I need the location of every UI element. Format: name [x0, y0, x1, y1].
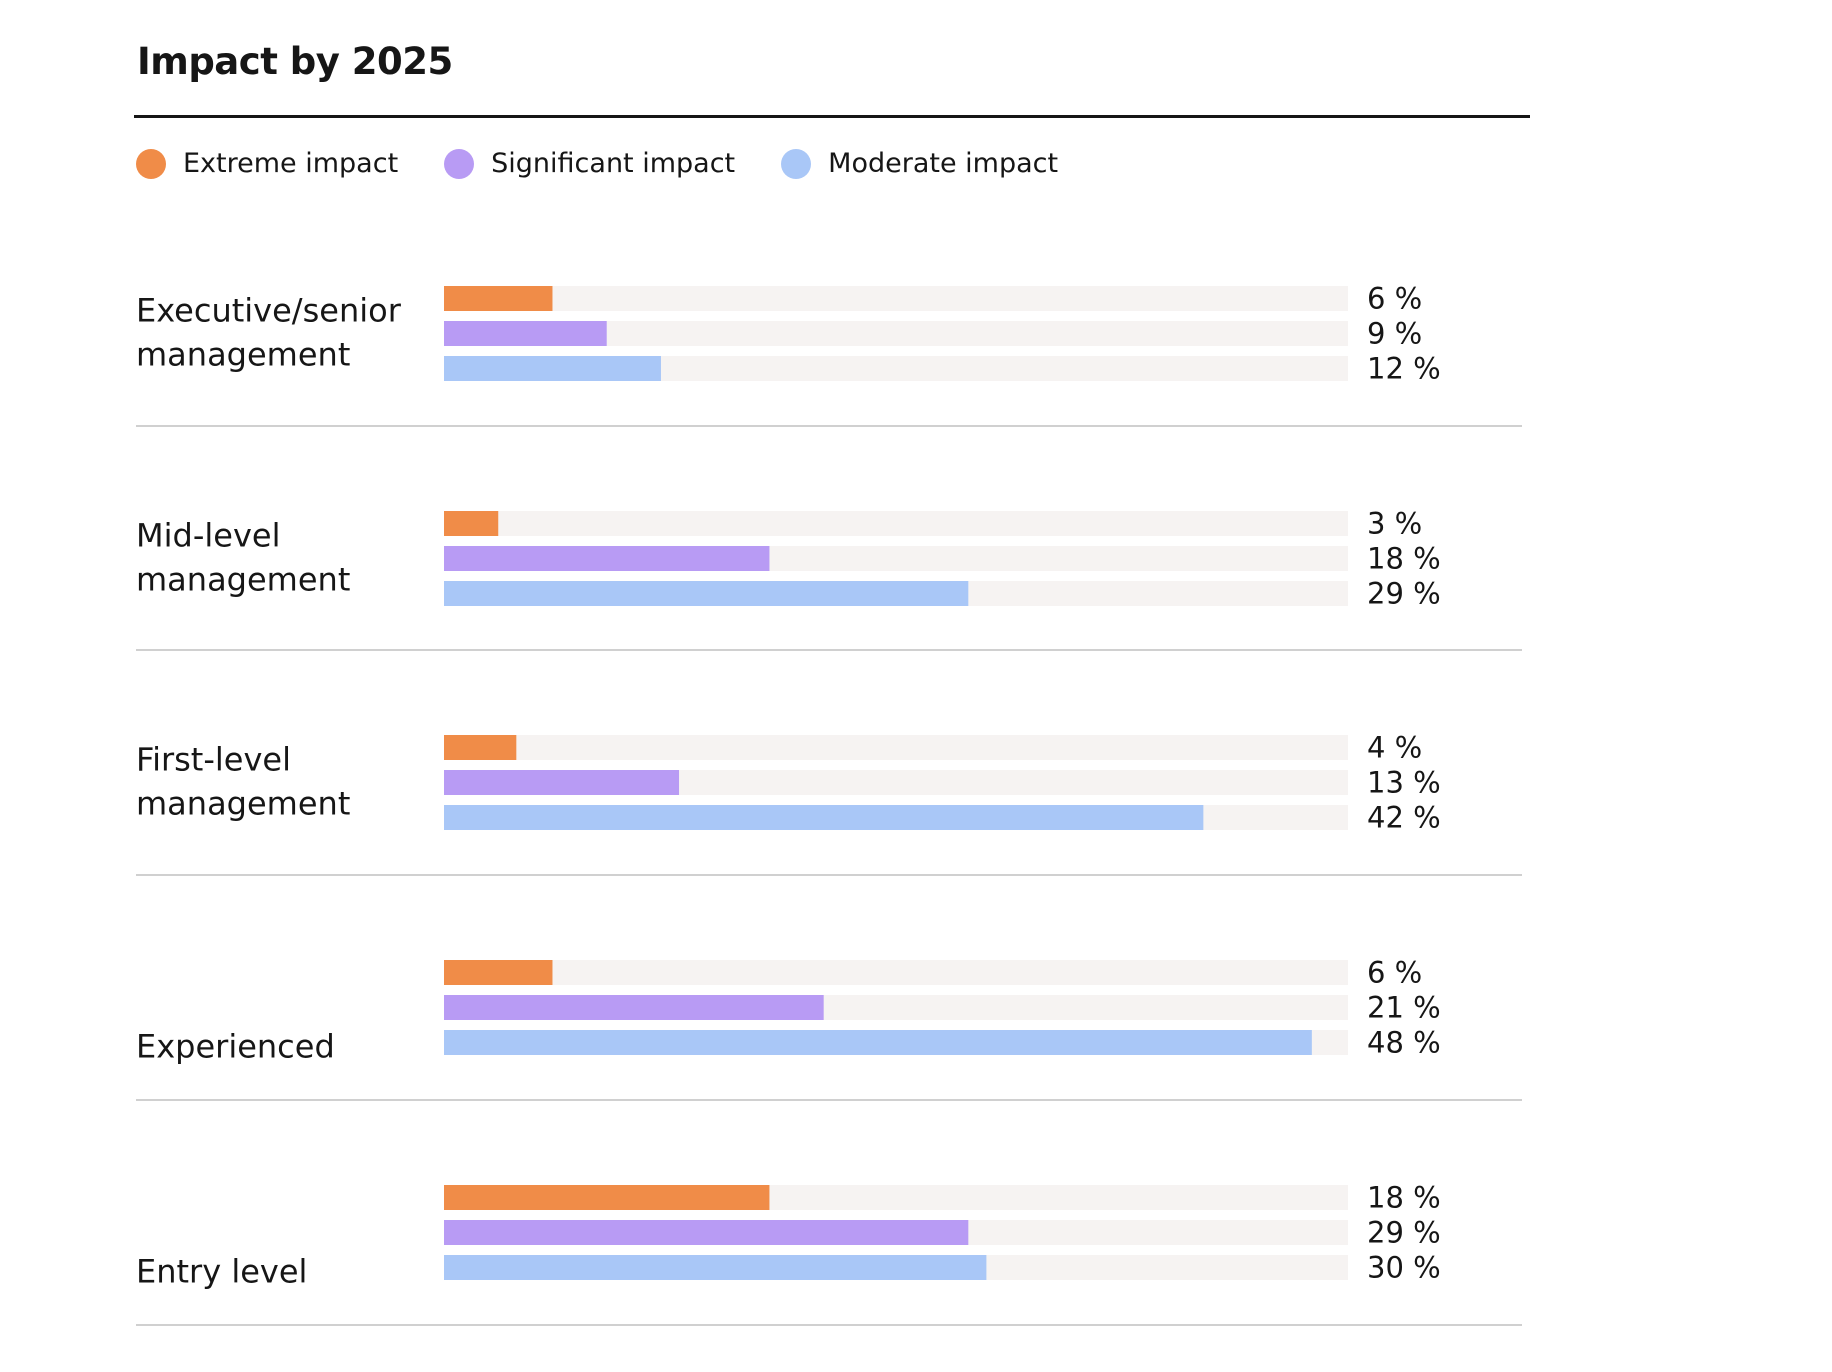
- bar: [444, 735, 517, 760]
- category-label: Entry level: [136, 1253, 307, 1291]
- legend-label-moderate: Moderate impact: [828, 148, 1059, 179]
- category-label: management: [136, 336, 350, 374]
- category-label: Experienced: [136, 1028, 335, 1066]
- legend-swatch-extreme: [136, 148, 166, 179]
- legend-swatch-significant: [444, 148, 475, 179]
- bar: [444, 960, 553, 985]
- bar: [444, 770, 680, 795]
- value-label: 6 %: [1367, 956, 1422, 990]
- category-label: Mid-level: [136, 517, 280, 555]
- bar: [444, 546, 770, 571]
- bar: [444, 1255, 987, 1280]
- value-label: 13 %: [1367, 766, 1441, 800]
- legend-swatch-moderate: [781, 148, 812, 179]
- value-label: 42 %: [1367, 801, 1441, 835]
- value-label: 4 %: [1367, 731, 1422, 765]
- bar: [444, 1030, 1312, 1055]
- bar: [444, 321, 607, 346]
- value-label: 30 %: [1367, 1251, 1441, 1285]
- value-label: 29 %: [1367, 577, 1441, 611]
- bar: [444, 1220, 969, 1245]
- value-label: 21 %: [1367, 991, 1441, 1025]
- legend-item-moderate: Moderate impact: [781, 148, 1058, 179]
- value-label: 6 %: [1367, 282, 1422, 316]
- value-label: 3 %: [1367, 507, 1422, 541]
- value-label: 48 %: [1367, 1026, 1441, 1060]
- bar: [444, 995, 824, 1020]
- category-label: management: [136, 785, 350, 823]
- bar: [444, 511, 499, 536]
- category-label: First-level: [136, 741, 291, 779]
- value-label: 18 %: [1367, 542, 1441, 576]
- legend: Extreme impact Significant impact Modera…: [136, 148, 1104, 179]
- bar: [444, 581, 969, 606]
- legend-label-significant: Significant impact: [491, 148, 736, 179]
- value-label: 18 %: [1367, 1181, 1441, 1215]
- bar: [444, 1185, 770, 1210]
- chart-title: Impact by 2025: [137, 40, 453, 83]
- bar: [444, 356, 661, 381]
- category-label: Executive/senior: [136, 292, 402, 330]
- bar-track: [444, 511, 1348, 536]
- category-label: management: [136, 561, 350, 599]
- title-divider: [134, 115, 1530, 118]
- bar-track: [444, 286, 1348, 311]
- legend-label-extreme: Extreme impact: [183, 148, 399, 179]
- bar: [444, 286, 553, 311]
- bar-track: [444, 960, 1348, 985]
- value-label: 12 %: [1367, 352, 1441, 386]
- bar-track: [444, 735, 1348, 760]
- value-label: 9 %: [1367, 317, 1422, 351]
- bar: [444, 805, 1204, 830]
- value-label: 29 %: [1367, 1216, 1441, 1250]
- legend-item-extreme: Extreme impact: [136, 148, 398, 179]
- legend-item-significant: Significant impact: [444, 148, 735, 179]
